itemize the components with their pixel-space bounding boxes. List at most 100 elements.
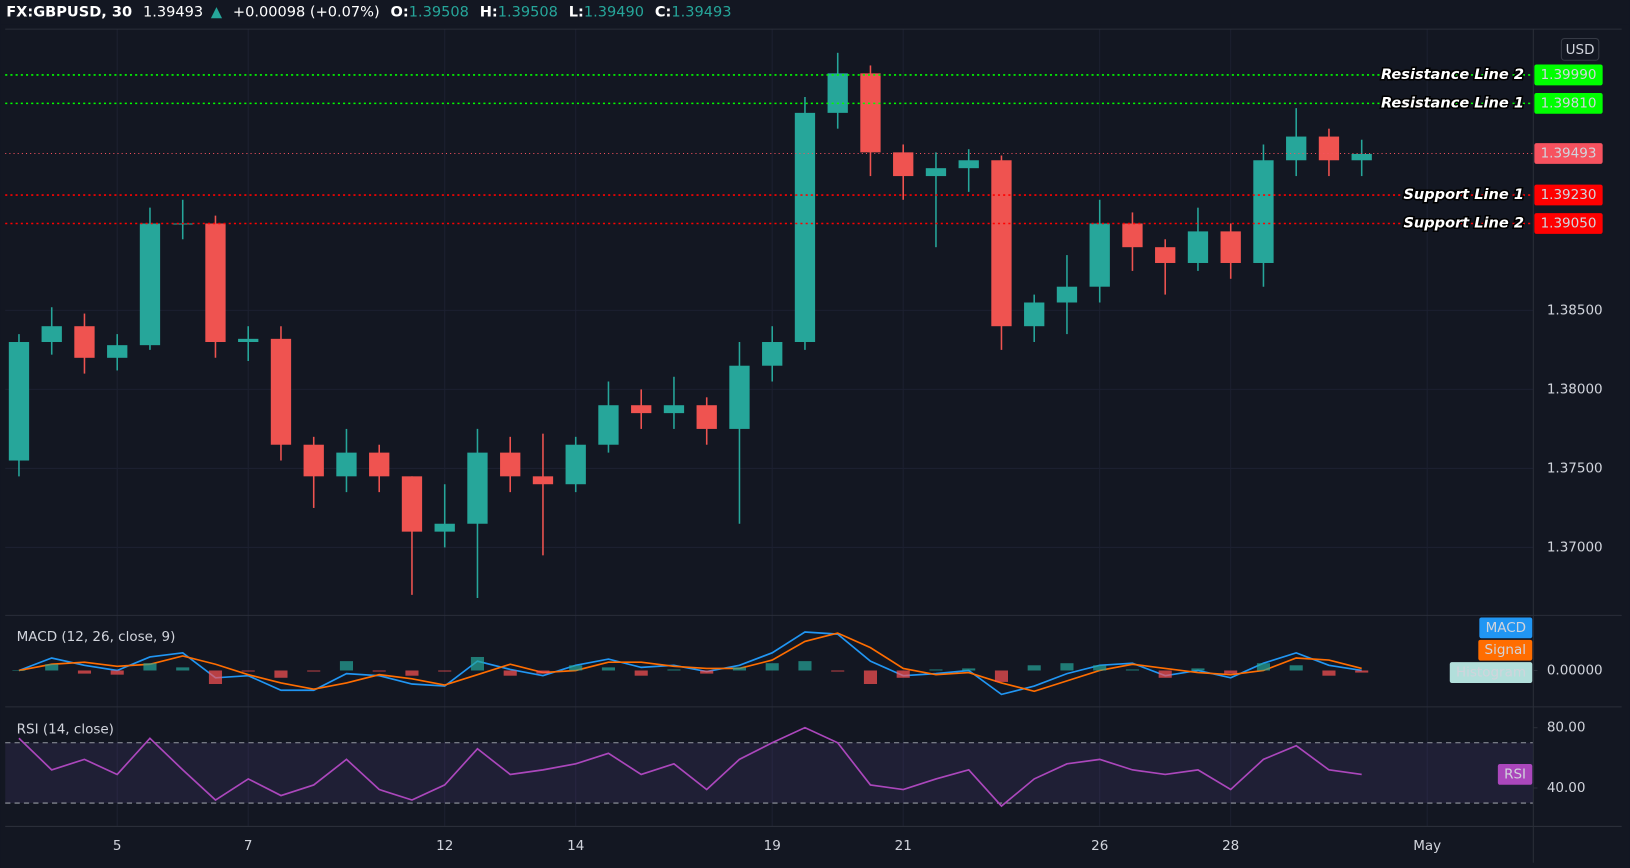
x-tick-label: 26 xyxy=(1091,838,1108,854)
legend-entry: MACD xyxy=(1486,620,1526,636)
candle-body xyxy=(1089,223,1110,287)
arrow: ▲ xyxy=(211,3,223,20)
candle-body xyxy=(893,152,914,177)
histogram-bar xyxy=(1125,669,1140,671)
candle-body xyxy=(860,73,881,153)
histogram-bar xyxy=(45,664,59,671)
x-tick-label: 12 xyxy=(436,838,453,854)
histogram-bar xyxy=(143,663,157,671)
overlay-layer: USD MACD (12, 26, close, 9) RSI (14, clo… xyxy=(5,28,1622,863)
series-line xyxy=(18,726,1362,808)
legend-entry-box xyxy=(1478,639,1533,661)
histogram-bar xyxy=(929,669,943,671)
candle-body xyxy=(532,476,554,485)
level-label: 1.39990 xyxy=(1541,67,1597,83)
x-tick-label: 28 xyxy=(1222,838,1239,854)
histogram-bar xyxy=(1256,663,1271,671)
histogram-bar xyxy=(700,670,714,674)
ohlc-value: 1.39508 xyxy=(498,3,558,20)
histogram-bar xyxy=(438,670,452,672)
candle-body xyxy=(1187,231,1209,263)
candle-body xyxy=(762,342,783,366)
legend-entry-box xyxy=(1479,617,1533,639)
level-label: 1.39050 xyxy=(1541,215,1597,231)
candle-body xyxy=(1024,302,1045,327)
histogram-bar xyxy=(634,670,648,676)
level-label-box xyxy=(1534,213,1603,234)
candle-body xyxy=(434,523,455,532)
histogram-bar xyxy=(765,663,779,671)
level-label: 1.39230 xyxy=(1541,187,1597,203)
candle-body xyxy=(74,326,95,358)
y-tick-label: 80.00 xyxy=(1547,720,1586,736)
histogram-bar xyxy=(1289,665,1303,671)
marks-layer xyxy=(5,52,1534,808)
histogram-bar xyxy=(798,661,812,671)
x-tick-label: 5 xyxy=(113,838,122,854)
level-name: Resistance Line 1 xyxy=(1381,94,1524,111)
level-label-box xyxy=(1534,92,1603,114)
level-name: Support Line 1 xyxy=(1403,186,1524,203)
candle-body xyxy=(729,365,750,429)
y-tick-label: 1.37000 xyxy=(1547,539,1603,555)
x-tick-label: 19 xyxy=(764,838,781,854)
level-label: 1.39810 xyxy=(1541,95,1597,111)
y-tick-label: 1.38500 xyxy=(1547,302,1603,318)
legend-entry: Histogram xyxy=(1456,665,1526,681)
candle-body xyxy=(238,338,259,343)
ohlc-label: O: xyxy=(391,3,409,20)
candle-body xyxy=(696,405,717,429)
y-tick-label: 40.00 xyxy=(1547,780,1586,796)
candle-body xyxy=(958,160,979,169)
series-line xyxy=(18,632,1362,693)
ohlc-value: 1.39508 xyxy=(409,3,469,20)
x-tick-label: May xyxy=(1413,838,1441,854)
x-tick-label: 21 xyxy=(895,838,912,854)
candle-body xyxy=(1056,286,1078,303)
histogram-bar xyxy=(994,670,1009,682)
y-tick-label: 1.38000 xyxy=(1547,381,1603,397)
histogram-bar xyxy=(601,667,616,671)
ohlc-label: H: xyxy=(480,3,498,20)
candle-body xyxy=(794,112,816,343)
level-label-box xyxy=(1534,64,1603,86)
histogram-bar xyxy=(339,661,354,671)
candle-body xyxy=(41,326,62,343)
candle-body xyxy=(565,444,586,485)
histogram-bar xyxy=(569,665,583,671)
candle-body xyxy=(663,405,685,414)
x-tick-label: 7 xyxy=(244,838,253,854)
header-bar xyxy=(0,0,1630,25)
histogram-bar xyxy=(176,667,190,671)
symbol: FX:GBPUSD, 30 xyxy=(6,3,132,20)
legend-entry-box xyxy=(1497,764,1533,785)
change: +0.00098 (+0.07%) xyxy=(233,3,380,20)
histogram-bar xyxy=(405,670,419,676)
level-label-box xyxy=(1534,143,1603,164)
candle-body xyxy=(631,405,652,414)
candle-body xyxy=(369,452,390,477)
candle-body xyxy=(827,73,848,113)
histogram-bar xyxy=(241,670,255,672)
ohlc-label: L: xyxy=(569,3,584,20)
histogram-bar xyxy=(962,668,976,671)
candle-body xyxy=(139,223,161,346)
level-name: Resistance Line 2 xyxy=(1381,66,1524,83)
candle-body xyxy=(1318,136,1340,161)
histogram-bar xyxy=(110,670,124,675)
level-label-box xyxy=(1534,184,1603,206)
histogram-bar xyxy=(208,670,223,685)
level-label: 1.39493 xyxy=(1541,145,1597,161)
pane-title: MACD (12, 26, close, 9) xyxy=(17,629,176,645)
currency-box[interactable] xyxy=(1560,37,1600,61)
ohlc-value: 1.39490 xyxy=(584,3,644,20)
candle-body xyxy=(991,160,1012,327)
last-price: 1.39493 xyxy=(143,3,203,20)
histogram-bar xyxy=(1355,670,1369,673)
histogram-bar xyxy=(307,670,321,672)
y-tick-label: 0.00000 xyxy=(1547,662,1603,678)
candle-body xyxy=(336,452,357,477)
histogram-bar xyxy=(12,670,26,672)
ohlc-value: 1.39493 xyxy=(671,3,731,20)
